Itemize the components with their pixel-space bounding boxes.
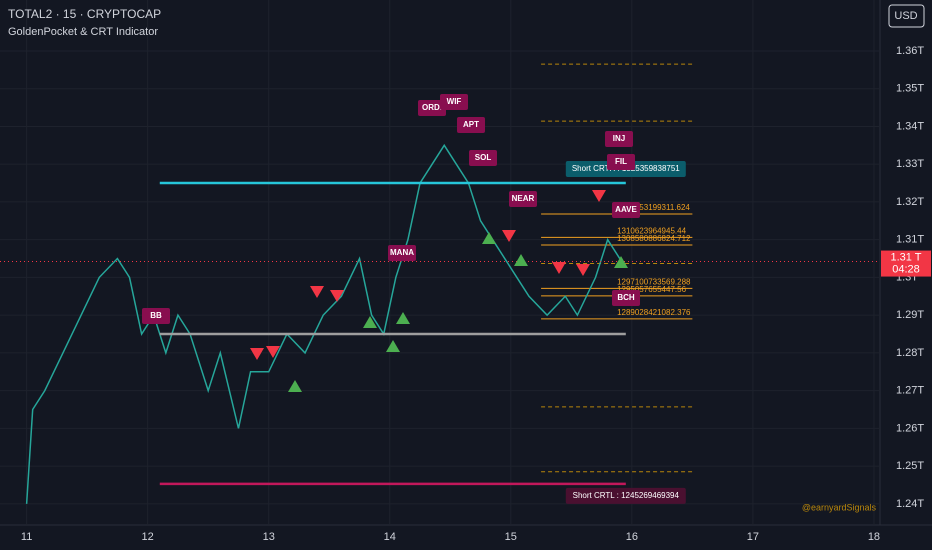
y-tick-label: 1.25T [896, 460, 924, 472]
badge-box [509, 191, 537, 207]
x-tick-label: 13 [263, 531, 275, 543]
price-tag [881, 250, 931, 277]
currency-button[interactable] [888, 4, 925, 28]
coin-badge: ORDI [418, 100, 446, 116]
buy-signal [614, 256, 628, 268]
sell-signal [502, 230, 516, 242]
badge-box [142, 308, 170, 324]
coin-badge: FIL [607, 154, 635, 170]
y-tick-label: 1.35T [896, 83, 924, 95]
y-tick-label: 1.36T [896, 45, 924, 57]
fib-label: 1295057655447.56 [617, 285, 687, 294]
fib-label: 1310623964945.44 [617, 227, 687, 236]
badge-label: SOL [475, 153, 492, 162]
buy-signal [288, 380, 302, 392]
buy-signal [396, 312, 410, 324]
y-tick-label: 1.33T [896, 158, 924, 170]
x-tick-label: 18 [868, 531, 880, 543]
sell-signal [576, 264, 590, 276]
coin-badge: SOL [469, 150, 497, 166]
badge-box [612, 290, 640, 306]
badge-box [607, 154, 635, 170]
badge-box [612, 202, 640, 218]
sell-signal [592, 190, 606, 202]
coin-badge: BB [142, 308, 170, 324]
y-tick-label: 1.27T [896, 385, 924, 397]
coin-badge: APT [457, 117, 485, 133]
x-tick-label: 15 [505, 531, 517, 543]
x-tick-label: 17 [747, 531, 759, 543]
badge-box [605, 131, 633, 147]
y-tick-label: 1.26T [896, 422, 924, 434]
badge-label: ORDI [422, 103, 442, 112]
countdown: 04:28 [892, 263, 920, 275]
buy-signal [482, 232, 496, 244]
sell-signal [266, 346, 280, 358]
badge-box [469, 150, 497, 166]
level-tag [565, 487, 686, 504]
badge-label: AAVE [615, 205, 637, 214]
badge-label: MANA [390, 248, 414, 257]
annotations: BB MANA ORDI WIF APT SOL NEAR INJ FIL AAVE BCH [142, 94, 640, 324]
coin-badge: BCH [612, 290, 640, 306]
buy-signal [386, 340, 400, 352]
badge-label: NEAR [512, 194, 535, 203]
badge-box [440, 94, 468, 110]
coin-badge: MANA [388, 245, 416, 261]
coin-badge: WIF [440, 94, 468, 110]
y-tick-label: 1.28T [896, 347, 924, 359]
y-tick-label: 1.34T [896, 120, 924, 132]
coin-badge: NEAR [509, 191, 537, 207]
sell-signal [330, 290, 344, 302]
price-line [25, 143, 621, 504]
badge-label: FIL [615, 157, 627, 166]
watermark: @earnyardSignals [802, 502, 877, 512]
signals [250, 190, 628, 392]
fib-label: 1316753199311.624 [617, 203, 690, 212]
level-label: Short CRTL : 1245269469394 [573, 491, 680, 500]
badge-label: BCH [617, 293, 635, 302]
badge-box [418, 100, 446, 116]
x-tick-label: 14 [384, 531, 396, 543]
plot: 1316753199311.624 1310623964945.441308580… [0, 0, 880, 525]
fib-label: 1289028421082.376 [617, 308, 691, 317]
badge-label: BB [150, 311, 162, 320]
fib-label: 1308580886824.712 [617, 234, 691, 243]
indicator-name: GoldenPocket & CRT Indicator [8, 26, 158, 38]
x-tick-label: 11 [21, 531, 32, 543]
sell-signal [552, 262, 566, 274]
sell-signal [310, 286, 324, 298]
badge-label: INJ [613, 134, 625, 143]
price-tag-label: 1.31 T [891, 251, 922, 263]
sell-signal [250, 348, 264, 360]
fib-label: 1297100733569.288 [617, 277, 691, 286]
y-tick-label: 1.29T [896, 309, 924, 321]
currency[interactable]: USD [894, 10, 917, 22]
coin-badge: AAVE [612, 202, 640, 218]
badge-box [388, 245, 416, 261]
badge-box [457, 117, 485, 133]
badge-label: APT [463, 120, 479, 129]
coin-badge: INJ [605, 131, 633, 147]
x-tick-label: 12 [142, 531, 154, 543]
y-tick-label: 1.24T [896, 498, 924, 510]
y-tick-label: 1.31T [896, 234, 924, 246]
buy-signal [363, 316, 377, 328]
buy-signal [514, 254, 528, 266]
y-tick-label: 1.32T [896, 196, 924, 208]
x-tick-label: 16 [626, 531, 638, 543]
badge-label: WIF [447, 97, 462, 106]
symbol: TOTAL2 · 15 · CRYPTOCAP [8, 7, 161, 21]
